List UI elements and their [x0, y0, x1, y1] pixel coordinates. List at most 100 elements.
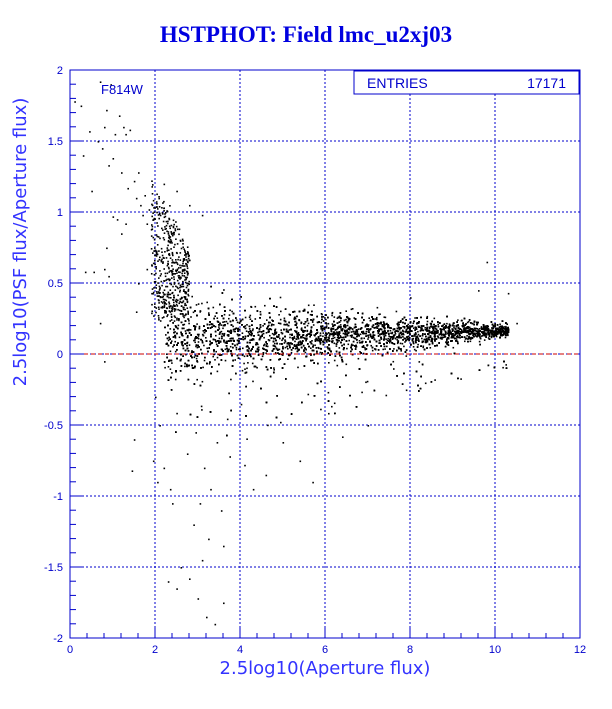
- data-point: [342, 332, 345, 335]
- data-point: [359, 333, 362, 336]
- data-point: [328, 412, 330, 415]
- data-point: [91, 190, 93, 193]
- data-point: [446, 322, 448, 325]
- data-point: [240, 403, 243, 406]
- data-point: [409, 337, 411, 339]
- data-point: [387, 337, 389, 340]
- data-point: [501, 331, 504, 333]
- data-point: [169, 488, 172, 491]
- data-point: [384, 348, 386, 350]
- data-point: [170, 340, 173, 342]
- data-point: [80, 105, 83, 108]
- data-point: [362, 345, 365, 347]
- data-point: [197, 335, 200, 337]
- data-point: [288, 313, 291, 316]
- data-point: [345, 310, 347, 312]
- data-point: [424, 328, 427, 331]
- data-point: [194, 341, 196, 344]
- data-point: [252, 488, 255, 491]
- data-point: [445, 333, 447, 335]
- page-title: HSTPHOT: Field lmc_u2xj03: [159, 22, 453, 47]
- data-point: [269, 334, 271, 337]
- data-point: [152, 460, 155, 463]
- data-point: [414, 331, 417, 334]
- data-point: [319, 338, 322, 340]
- data-point: [231, 310, 233, 313]
- data-point: [386, 345, 388, 348]
- data-point: [265, 474, 268, 477]
- data-point: [470, 332, 473, 334]
- data-point: [202, 366, 204, 369]
- data-point: [306, 318, 309, 320]
- data-point: [484, 325, 487, 327]
- data-point: [112, 216, 115, 218]
- data-point: [410, 297, 412, 299]
- data-point: [362, 330, 365, 333]
- data-point: [298, 341, 300, 343]
- data-point: [325, 339, 327, 342]
- data-point: [287, 348, 289, 350]
- data-point: [516, 322, 518, 325]
- data-point: [365, 332, 367, 335]
- data-point: [385, 394, 388, 397]
- data-point: [336, 336, 339, 339]
- data-point: [281, 339, 283, 342]
- data-point: [365, 381, 367, 384]
- data-point: [391, 332, 393, 335]
- data-point: [320, 353, 323, 355]
- data-point: [250, 306, 253, 308]
- data-point: [393, 368, 395, 370]
- data-point: [265, 352, 267, 354]
- data-point: [74, 101, 76, 103]
- data-point: [208, 323, 211, 326]
- data-point: [229, 456, 231, 458]
- data-point: [333, 359, 336, 362]
- data-point: [189, 329, 192, 331]
- data-point: [346, 320, 348, 323]
- data-point: [499, 328, 502, 330]
- data-point: [274, 345, 277, 348]
- data-point: [125, 223, 127, 225]
- data-point: [202, 330, 205, 332]
- data-point: [178, 336, 181, 339]
- data-point: [368, 317, 370, 319]
- data-point: [399, 332, 402, 335]
- data-point: [350, 336, 353, 338]
- data-point: [456, 329, 458, 332]
- data-point: [452, 333, 454, 335]
- data-point: [437, 323, 439, 326]
- data-point: [501, 329, 504, 331]
- data-point: [167, 581, 170, 583]
- data-point: [167, 339, 170, 342]
- data-point: [464, 340, 466, 343]
- data-point: [192, 311, 195, 314]
- data-point: [174, 337, 177, 339]
- data-point: [480, 335, 483, 337]
- data-point: [345, 318, 347, 321]
- data-point: [346, 347, 348, 350]
- data-point: [450, 333, 452, 335]
- data-point: [230, 378, 232, 381]
- data-point: [265, 332, 268, 334]
- data-point: [434, 379, 436, 381]
- data-point: [223, 321, 226, 323]
- data-point: [172, 345, 174, 348]
- data-point: [412, 337, 415, 340]
- data-point: [364, 348, 367, 351]
- data-point: [106, 247, 108, 250]
- data-point: [195, 357, 198, 360]
- data-point: [302, 336, 305, 339]
- data-point: [296, 343, 298, 346]
- data-point: [458, 336, 460, 339]
- data-point: [208, 538, 210, 541]
- data-point: [335, 331, 338, 333]
- data-point: [146, 268, 149, 271]
- data-point: [337, 331, 339, 334]
- data-point: [228, 317, 230, 320]
- data-point: [417, 333, 420, 336]
- data-point: [389, 341, 391, 344]
- data-point: [322, 332, 325, 334]
- data-point: [429, 347, 432, 349]
- data-point: [280, 310, 282, 313]
- data-point: [487, 325, 489, 328]
